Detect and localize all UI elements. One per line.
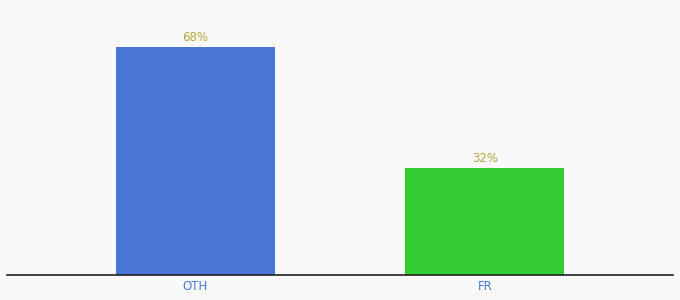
Bar xyxy=(405,168,564,275)
Text: 68%: 68% xyxy=(182,32,208,44)
Text: 32%: 32% xyxy=(472,152,498,165)
Bar xyxy=(116,47,275,275)
